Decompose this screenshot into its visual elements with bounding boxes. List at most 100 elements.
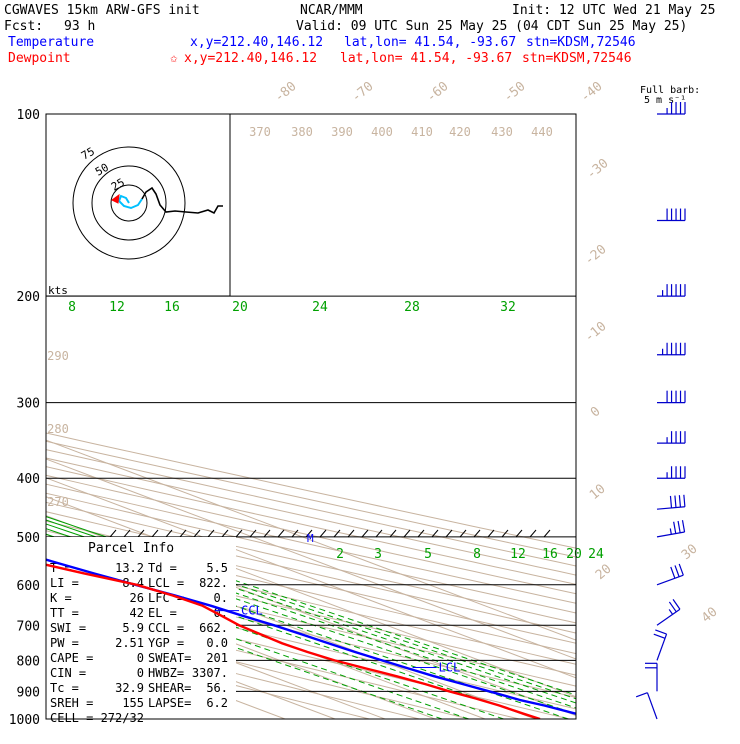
isotherm-line xyxy=(46,515,576,717)
dry-adiabat xyxy=(46,591,570,719)
isotherm-label: 0 xyxy=(588,404,604,421)
parcel-value: 201 xyxy=(206,651,228,665)
lcl-label: LCL xyxy=(439,660,461,674)
isotherm-label: 40 xyxy=(699,605,721,627)
parcel-key: CAPE = xyxy=(50,651,93,665)
wind-barb-staff xyxy=(656,574,684,586)
wind-barb xyxy=(657,466,686,479)
parcel-key: LI = xyxy=(50,576,79,590)
hatch-mark xyxy=(179,529,187,538)
legend-temp-stn: stn=KDSM,72546 xyxy=(526,35,636,50)
mixing-ratio-lower xyxy=(46,540,569,719)
init-time: Init: 12 UTC Wed 21 May 25 xyxy=(512,3,716,18)
chart-header: CGWAVES 15km ARW-GFS init NCAR/MMM Init:… xyxy=(4,3,716,66)
wind-barb-half xyxy=(668,609,674,615)
hatch-mark xyxy=(445,529,453,538)
hatch-mark xyxy=(165,529,173,538)
hodograph-kts-label: kts xyxy=(48,284,68,297)
mixing-ratio-upper xyxy=(46,523,85,538)
wind-barb xyxy=(645,662,658,692)
wind-barb-flag xyxy=(673,521,677,534)
isotherm-label: -30 xyxy=(584,156,612,183)
parcel-key: YGP = xyxy=(148,636,184,650)
wind-barb-flag xyxy=(635,692,648,698)
hatch-mark xyxy=(319,529,327,538)
hatch-mark xyxy=(529,529,537,538)
mixing-ratio-label: 16 xyxy=(164,300,180,315)
isotherm-label: -20 xyxy=(582,242,610,269)
parcel-value: 0.0 xyxy=(206,636,228,650)
wind-barbs: Full barb: 5 m s⁻¹ xyxy=(635,85,700,720)
org-label: NCAR/MMM xyxy=(300,3,363,18)
fcst-label: Fcst: xyxy=(4,19,43,34)
hodograph-ring-label: 25 xyxy=(109,176,127,194)
parcel-value: 2.51 xyxy=(115,636,144,650)
valid-time: Valid: 09 UTC Sun 25 May 25 (04 CDT Sun … xyxy=(296,19,687,34)
wind-barb-staff xyxy=(646,692,658,720)
wind-barb xyxy=(657,431,686,444)
wind-barb xyxy=(657,342,686,356)
parcel-key: PW = xyxy=(50,636,79,650)
wind-barb xyxy=(656,520,686,538)
wind-barb xyxy=(657,102,686,115)
dry-adiabat xyxy=(46,602,520,719)
hatch-mark xyxy=(291,529,299,538)
pressure-label: 800 xyxy=(17,654,40,669)
pressure-label: 200 xyxy=(17,290,40,305)
mixing-ratio-label: 20 xyxy=(232,300,248,315)
storm-motion-marker xyxy=(111,193,120,204)
pressure-label: 900 xyxy=(17,685,40,700)
hodograph-ring xyxy=(110,184,148,222)
hodograph-ring xyxy=(72,146,186,260)
hodograph-trace xyxy=(141,186,223,215)
temperature-line xyxy=(46,558,576,715)
wind-barb-staff xyxy=(656,506,685,510)
wind-barb-flag xyxy=(669,495,673,508)
parcel-key: EL = xyxy=(148,606,177,620)
wind-key-value: 5 m s⁻¹ xyxy=(644,95,686,106)
wind-barb-half xyxy=(669,528,672,535)
parcel-key: SHEAR= xyxy=(148,681,191,695)
hatch-mark xyxy=(193,529,201,538)
parcel-title: Parcel Info xyxy=(88,541,174,556)
wind-key-title: Full barb: xyxy=(640,85,700,96)
hatch-mark xyxy=(235,529,243,538)
mixing-ratio-upper xyxy=(0,296,33,537)
theta-label: 420 xyxy=(449,125,471,139)
parcel-key: HWBZ= xyxy=(148,666,184,680)
fcst-value: 93 h xyxy=(64,19,95,34)
wind-barb-staff xyxy=(656,531,685,538)
isotherm-label: -80 xyxy=(272,79,300,106)
parcel-key: TT = xyxy=(50,606,79,620)
parcel-value: 662. xyxy=(199,621,228,635)
mixing-ratio-label: 16 xyxy=(542,547,558,562)
wind-barb-flag xyxy=(672,599,681,610)
wind-barb-flag xyxy=(670,566,676,579)
theta-label: 430 xyxy=(491,125,513,139)
pressure-label: 400 xyxy=(17,472,40,487)
legend-dew-xy: x,y=212.40,146.12 xyxy=(184,51,317,66)
parcel-cell: CELL = 272/32 xyxy=(50,711,144,725)
mixing-ratio-label: 8 xyxy=(68,300,76,315)
dry-adiabat xyxy=(46,483,576,604)
pressure-label: 1000 xyxy=(9,713,40,728)
hatch-mark xyxy=(263,529,271,538)
dry-adiabat xyxy=(46,457,576,576)
theta-label: 380 xyxy=(291,125,313,139)
mixing-ratio-label: 24 xyxy=(588,547,604,562)
hatch-mark xyxy=(403,529,411,538)
hatch-mark xyxy=(109,529,117,538)
mixing-ratio-label: 28 xyxy=(404,300,420,315)
hodograph-ring-label: 75 xyxy=(79,145,97,163)
theta-label: 390 xyxy=(331,125,353,139)
hatch-mark xyxy=(459,529,467,538)
hodograph-ring-label: 50 xyxy=(93,161,111,179)
isotherm-label: 30 xyxy=(679,542,701,564)
isotherm-line xyxy=(46,477,576,679)
theta-label: 270 xyxy=(47,495,69,509)
parcel-panel-bg xyxy=(46,537,236,719)
legend-temp-latlon: lat,lon= 41.54, -93.67 xyxy=(344,35,516,50)
mixing-ratio-label: 12 xyxy=(109,300,125,315)
